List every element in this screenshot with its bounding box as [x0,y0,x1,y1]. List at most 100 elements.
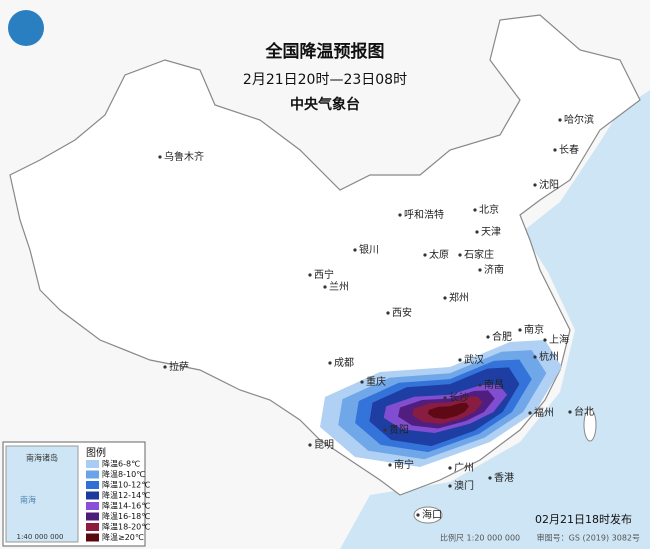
sea [340,90,650,549]
city-label: 上海 [549,333,569,346]
legend-label: 降温14-16℃ [102,501,150,511]
city-label: 太原 [429,248,449,261]
legend-swatch [86,481,99,489]
city-dot [568,410,572,414]
city-label: 北京 [479,203,499,216]
city-label: 西安 [392,306,412,319]
city-dot [533,355,537,359]
city-label: 郑州 [449,291,469,304]
city-label: 哈尔滨 [564,113,594,126]
city-label: 成都 [334,357,354,369]
city-dot [533,183,537,187]
city-label: 西宁 [314,268,334,281]
agency: 中央气象台 [290,96,360,113]
city-dot [473,208,477,212]
city-dot [486,335,490,339]
legend: 南海诸岛 南海 1:40 000 000 图例 降温6-8℃降温8-10℃降温1… [2,441,150,547]
logo [8,10,44,46]
city-dot [158,155,162,159]
city-label: 银川 [359,243,379,256]
city-label: 兰州 [329,280,349,293]
city-label: 澳门 [454,479,474,492]
city-dot [543,338,547,342]
city-label: 长春 [559,144,579,156]
legend-label: 降温16-18℃ [102,511,150,521]
city-label: 昆明 [314,439,334,451]
legend-swatch [86,512,99,521]
city-label: 呼和浩特 [404,209,444,221]
legend-label: 降温6-8℃ [102,459,140,469]
city-dot [458,358,462,362]
scale: 比例尺 1:20 000 000 [440,533,520,543]
inset-label: 南海诸岛 [26,453,58,463]
city-label: 重庆 [366,375,386,388]
city-label: 杭州 [539,350,559,363]
city-dot [443,396,447,400]
city-label: 济南 [484,263,504,276]
legend-title: 图例 [86,446,106,459]
legend-label: 降温18-20℃ [102,522,150,532]
cooling-bands [320,340,562,467]
legend-label: 降温8-10℃ [102,469,145,479]
city-dot [558,118,562,122]
city-dot [323,285,327,289]
city-label: 贵阳 [389,423,409,436]
city-dot [448,466,452,470]
city-label: 天津 [481,226,501,238]
legend-swatch [86,470,99,479]
city-label: 南昌 [484,378,504,391]
legend-swatch [86,533,99,542]
title: 全国降温预报图 [265,41,385,62]
city-dot [416,513,420,517]
taiwan [583,408,597,442]
city-dot [353,248,357,252]
city-dot [475,230,479,234]
city-label: 台北 [574,405,594,418]
inset-map [5,445,79,543]
city-label: 福州 [534,406,554,419]
legend-label: 降温12-14℃ [102,490,150,500]
city-dot [518,328,522,332]
city-label: 石家庄 [464,248,494,261]
city-dot [383,428,387,432]
subtitle: 2月21日20时—23日08时 [243,72,407,88]
city-label: 广州 [454,462,474,474]
legend-swatch [86,491,99,500]
city-dot [308,273,312,277]
city-dot [398,213,402,217]
legend-items: 降温6-8℃降温8-10℃降温10-12℃降温12-14℃降温14-16℃降温1… [86,459,150,542]
city-dot [553,148,557,152]
city-label: 乌鲁木齐 [164,150,204,163]
city-dot [478,268,482,272]
city-dot [328,361,332,365]
approval: 审图号：GS (2019) 3082号 [537,533,640,543]
city-dot [163,365,167,369]
legend-swatch [86,460,99,468]
city-dot [488,476,492,480]
city-label: 沈阳 [539,178,559,191]
legend-swatch [86,523,99,531]
city-label: 南京 [524,323,544,336]
city-label: 长沙 [449,392,469,404]
city-label: 武汉 [464,353,484,366]
city-dot [360,380,364,384]
legend-label: 降温≥20℃ [102,532,144,542]
city-dot [448,484,452,488]
legend-label: 降温10-12℃ [102,480,150,490]
inset-sea: 南海 [20,495,36,505]
city-dot [386,311,390,315]
city-label: 南宁 [394,458,414,471]
cooling-band [427,402,470,420]
city-dot [423,253,427,257]
city-dot [308,443,312,447]
issued: 02月21日18时发布 [535,512,632,526]
city-label: 香港 [494,472,514,484]
legend-swatch [86,502,99,510]
city-label: 海口 [422,508,442,521]
city-dot [458,253,462,257]
city-label: 合肥 [492,330,512,343]
hainan [413,506,443,524]
city-dot [388,463,392,467]
